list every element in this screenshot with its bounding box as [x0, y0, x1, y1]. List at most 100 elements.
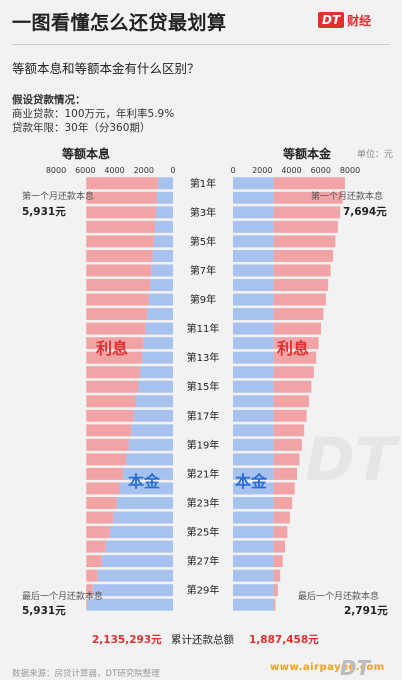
- left-interest-bar: [86, 497, 117, 509]
- right-tick-label: 6000: [311, 166, 331, 175]
- left-interest-bar: [86, 351, 142, 364]
- left-principal-bar: [145, 322, 173, 335]
- right-interest-bar: [273, 351, 317, 364]
- right-principal-bar: [233, 467, 274, 480]
- left-interest-bar: [86, 569, 98, 582]
- total-label: 累计还款总额: [171, 634, 234, 646]
- right-principal-bar: [233, 264, 274, 277]
- right-first-month-value: 7,694元: [343, 206, 387, 218]
- page-title: 一图看懂怎么还贷最划算: [12, 12, 227, 34]
- right-principal-bar: [233, 249, 274, 262]
- left-interest-bar: [86, 322, 146, 335]
- right-interest-bar: [273, 264, 331, 277]
- left-tick-label: 8000: [46, 166, 66, 175]
- info-line-1: 商业贷款：100万元，年利率5.9%: [12, 108, 175, 120]
- right-interest-bar: [273, 540, 286, 553]
- left-principal-bar: [153, 235, 173, 248]
- right-interest-bar: [273, 453, 300, 466]
- left-principal-bar: [150, 279, 173, 291]
- right-principal-bar: [233, 337, 274, 350]
- right-principal-bar: [233, 555, 274, 568]
- left-principal-bar: [140, 366, 173, 379]
- left-principal-bar: [119, 482, 173, 495]
- year-label: 第13年: [187, 351, 220, 364]
- year-label: 第19年: [187, 438, 220, 451]
- right-interest-bar: [273, 526, 288, 539]
- left-principal-bar: [116, 497, 173, 509]
- right-principal-bar: [233, 366, 274, 379]
- right-principal-bar: [233, 322, 274, 335]
- right-last-month-label: 最后一个月还款本息: [298, 592, 380, 602]
- right-principal-bar: [233, 569, 274, 582]
- left-principal-bar: [156, 191, 173, 204]
- right-interest-bar: [273, 438, 302, 451]
- left-interest-bar: [86, 438, 129, 451]
- left-principal-bar: [109, 526, 173, 539]
- left-tick-label: 0: [170, 166, 175, 175]
- left-principal-bar: [138, 380, 173, 393]
- left-interest-bar: [86, 482, 120, 495]
- right-interest-bar: [273, 584, 278, 597]
- left-interest-bar: [86, 380, 139, 393]
- right-interest-bar: [273, 293, 326, 306]
- left-principal-bar: [92, 584, 173, 597]
- right-first-month-label: 第一个月还款本息: [311, 192, 384, 202]
- right-principal-bar: [233, 482, 274, 495]
- left-principal-bar: [131, 424, 173, 437]
- right-interest-bar: [273, 569, 281, 582]
- year-label: 第7年: [190, 264, 216, 277]
- unit-label: 单位：元: [357, 150, 394, 160]
- left-principal-bar: [143, 337, 173, 350]
- left-principal-bar: [152, 249, 173, 262]
- left-interest-bar: [86, 177, 158, 190]
- brand-cj: 财经: [347, 13, 372, 28]
- right-tick-label: 0: [230, 166, 235, 175]
- right-principal-bar: [233, 191, 274, 204]
- right-tick-label: 2000: [252, 166, 272, 175]
- left-interest-bar: [86, 511, 114, 524]
- brand-logo: DT 财经: [318, 10, 371, 30]
- right-principal-bar: [233, 497, 274, 509]
- left-principal-bar: [154, 220, 173, 233]
- right-interest-bar: [273, 235, 336, 248]
- left-principal-bar: [135, 395, 173, 408]
- right-interest-bar: [273, 279, 329, 291]
- year-label: 第3年: [190, 206, 216, 219]
- right-principal-bar: [233, 453, 274, 466]
- brand-dt: DT: [318, 12, 345, 28]
- site-watermark: www.airpayee.com: [270, 662, 385, 673]
- left-principal-bar: [157, 177, 173, 190]
- right-principal-bar: [233, 235, 274, 248]
- left-interest-bar: [86, 279, 151, 291]
- left-interest-bar: [86, 220, 155, 233]
- right-principal-bar: [233, 424, 274, 437]
- left-interest-bar: [86, 191, 157, 204]
- left-interest-label: 利息: [96, 339, 129, 358]
- left-last-month-label: 最后一个月还款本息: [22, 592, 104, 602]
- left-principal-bar: [141, 351, 173, 364]
- info-line-2: 贷款年限：30年（分360期）: [12, 122, 151, 134]
- right-principal-bar: [233, 220, 274, 233]
- year-label: 第21年: [187, 467, 220, 480]
- right-interest-bar: [273, 467, 298, 480]
- right-interest-bar: [273, 308, 324, 321]
- year-label: 第15年: [187, 380, 220, 393]
- year-label: 第29年: [187, 584, 220, 597]
- right-interest-bar: [273, 366, 314, 379]
- left-interest-bar: [86, 424, 132, 437]
- left-chart-title: 等额本息: [62, 147, 111, 161]
- right-principal-bar: [233, 279, 274, 291]
- right-principal-bar: [233, 293, 274, 306]
- right-principal-bar: [233, 526, 274, 539]
- left-principal-bar: [105, 540, 173, 553]
- right-interest-bar: [273, 511, 290, 524]
- right-interest-bar: [273, 555, 283, 568]
- subtitle: 等额本息和等额本金有什么区别？: [12, 61, 200, 76]
- left-interest-bar: [86, 526, 110, 539]
- left-interest-bar: [86, 337, 144, 350]
- left-last-month-value: 5,931元: [22, 605, 66, 617]
- dt-footer-logo: DT: [340, 656, 371, 680]
- header-divider: [12, 44, 390, 45]
- right-interest-bar: [273, 497, 293, 509]
- year-label: 第9年: [190, 293, 216, 306]
